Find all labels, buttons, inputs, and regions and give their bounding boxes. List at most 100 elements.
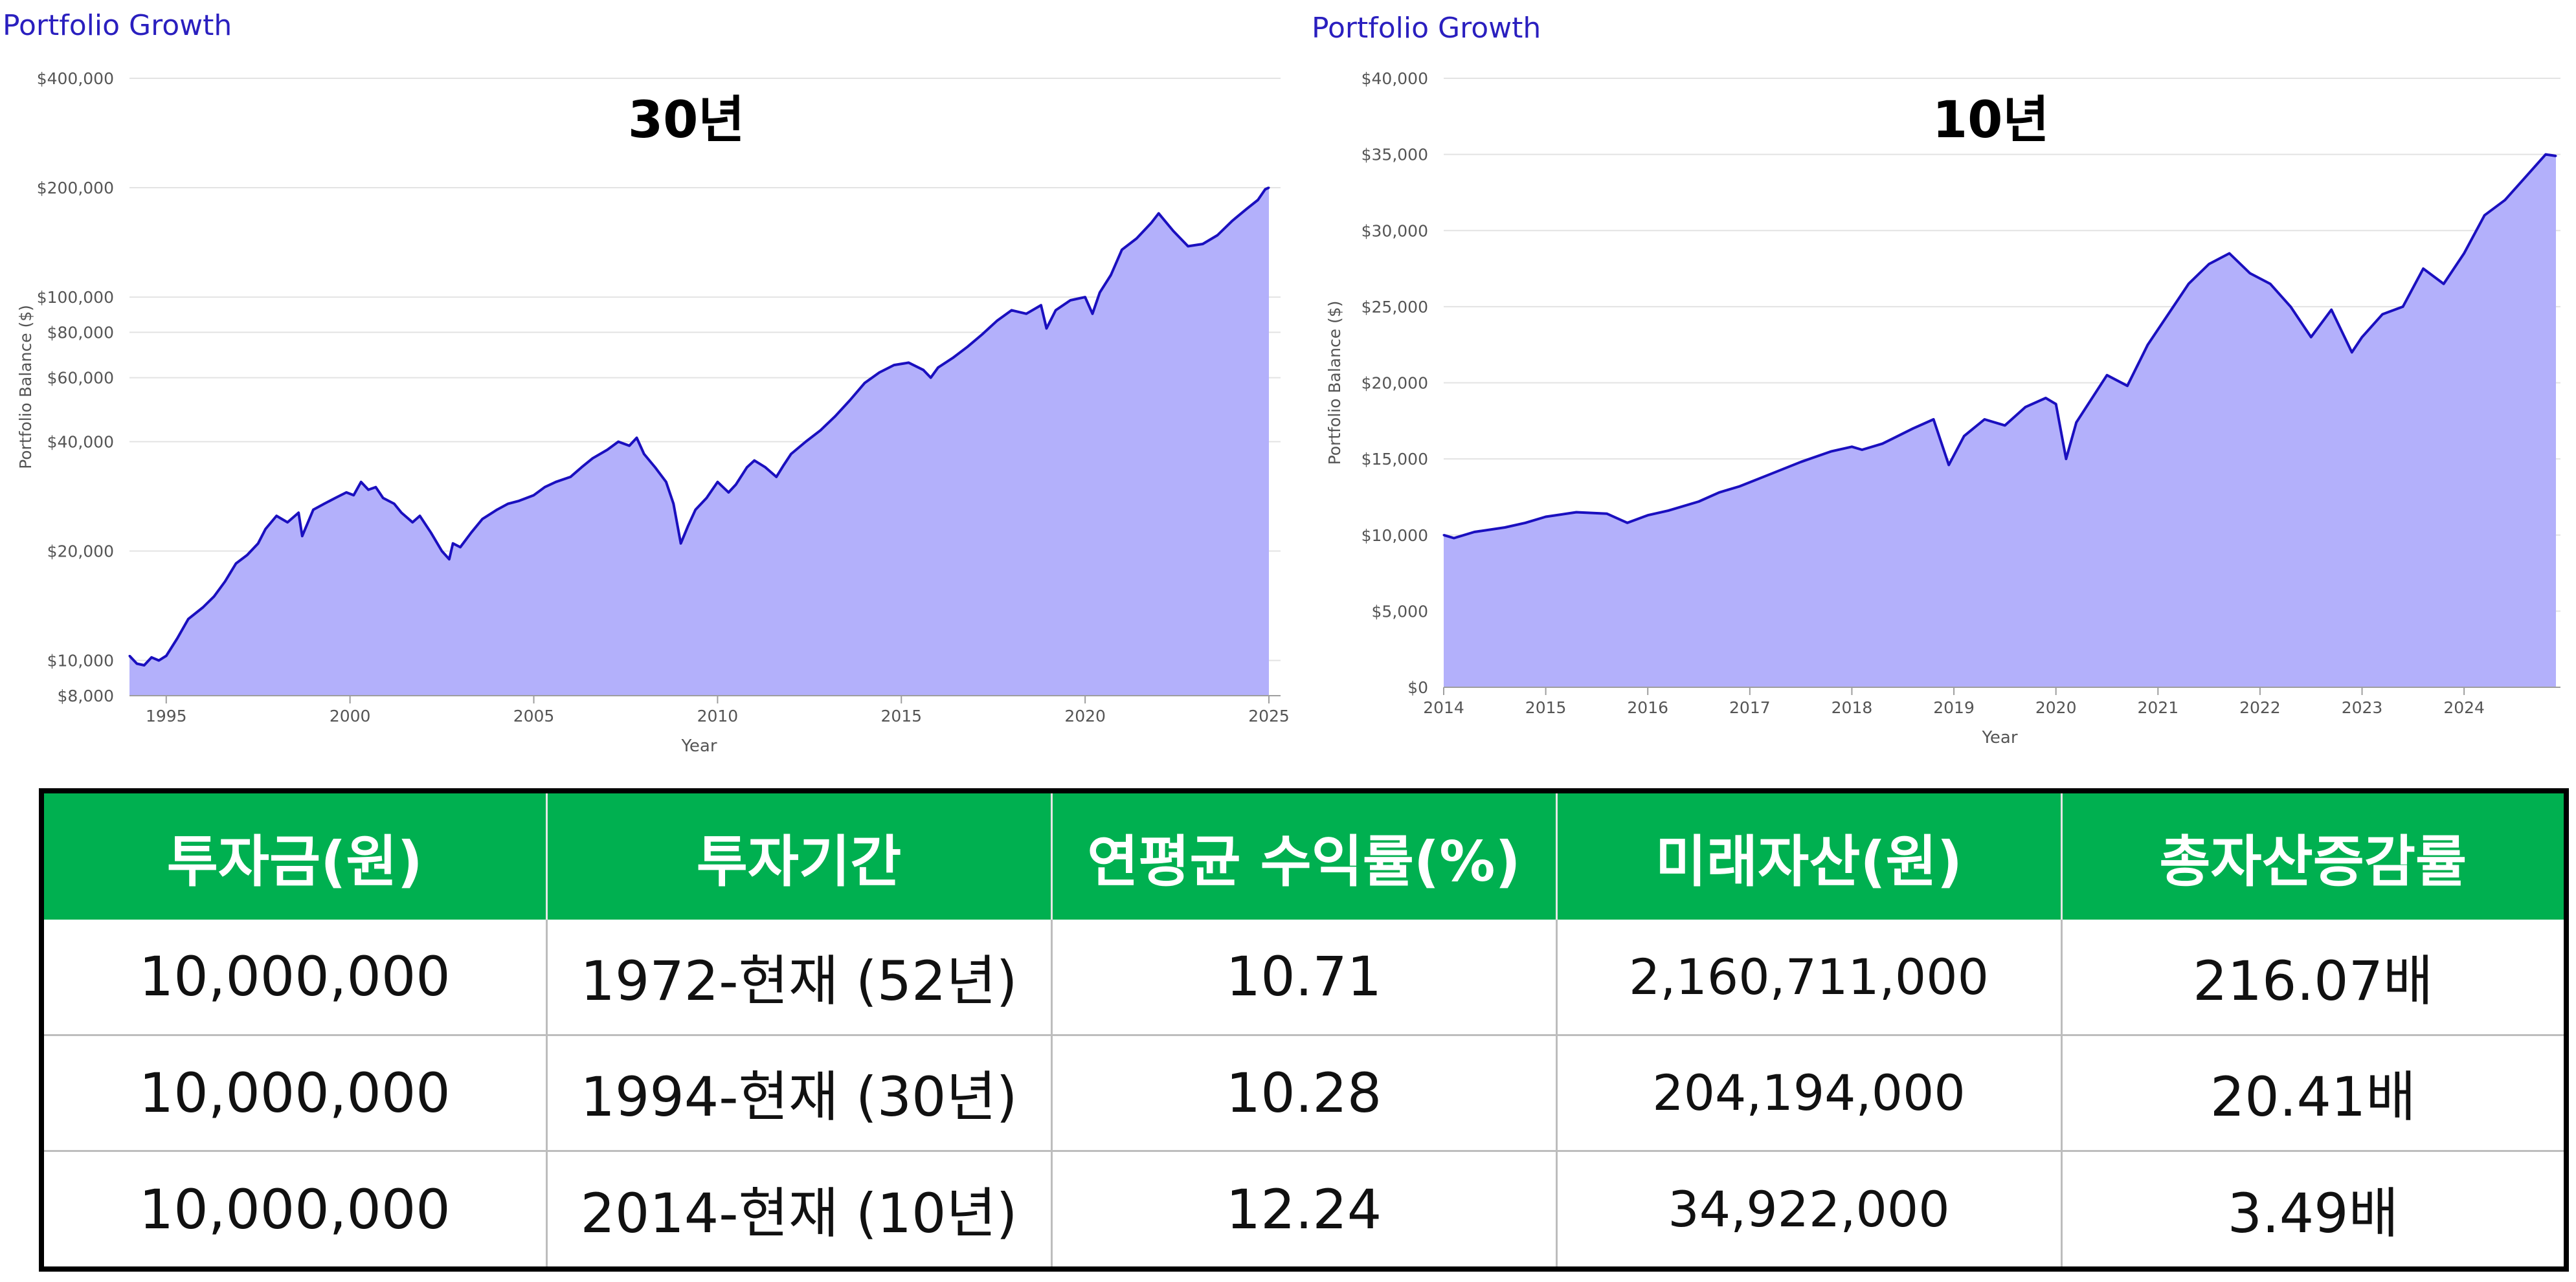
data-point [213,595,216,598]
data-point [374,486,377,489]
data-point [1667,509,1670,512]
data-point [893,364,895,366]
data-point [470,531,473,534]
data-point [257,542,260,545]
data-point [687,524,689,527]
data-point [805,441,807,443]
data-point [1084,296,1086,298]
data-point [746,466,748,469]
data-point [275,514,278,517]
data-point [544,486,546,489]
data-point [264,528,267,530]
y-tick-label: $25,000 [1361,298,1428,316]
data-point [952,357,954,359]
data-point [1504,526,1506,529]
data-point [334,497,337,499]
y-tick-label: $30,000 [1361,221,1428,240]
data-point [1473,531,1475,533]
y-tick-label: $40,000 [1361,69,1428,88]
data-point [143,664,146,667]
chart-title: 10년 [1932,91,2049,149]
y-axis-title: Portfolio Balance ($) [16,305,35,469]
data-point [1216,234,1218,236]
x-tick-label: 2019 [1933,698,1975,717]
table-header-row: 투자금(원) 투자기간 연평균 수익률(%) 미래자산(원) 총자산증감률 [41,791,2566,920]
column-header: 미래자산(원) [1556,791,2063,920]
data-point [694,509,697,511]
data-point [2126,384,2129,387]
period-cell: 1972-현재 (52년) [546,920,1053,1036]
data-point [533,494,535,496]
data-point [735,483,737,486]
y-tick-label: $10,000 [1361,526,1428,545]
y-tick-label: $40,000 [47,433,114,452]
investment-cell: 10,000,000 [41,1035,548,1153]
growth-multiple-cell: 3.49배 [2227,1182,2399,1246]
x-tick-label: 2000 [330,707,371,725]
x-axis-title: Year [680,736,717,756]
data-point [400,511,403,514]
data-point [507,502,510,505]
data-point [2544,153,2547,156]
y-tick-label: $80,000 [47,323,114,342]
growth-multiple-cell: 20.41배 [2061,1035,2566,1153]
data-point [459,546,462,548]
future-value-cell: 204,194,000 [1556,1035,2063,1153]
data-point [606,448,609,451]
data-point [1011,309,1013,311]
data-point [908,361,910,364]
data-point [1769,473,1771,476]
table-row: 10,000,000 1972-현재 (52년) 10.71 2,160,711… [41,920,2566,1036]
data-point [727,491,730,494]
data-point [1738,485,1741,487]
data-point [2381,313,2384,316]
annual-return-cell: 10.28 [1051,1035,1558,1153]
data-point [1025,313,1027,315]
data-point [580,466,583,469]
portfolio-growth-30y-panel: Portfolio Growth $8,000 $10,000 $20,000 $40… [0,0,1288,764]
period-cell: 1994-현재 (30년) [546,1035,1053,1153]
column-header: 총자산증감률 [2061,791,2566,920]
data-point [2351,351,2353,353]
data-point [922,369,924,371]
data-point [2188,283,2190,285]
data-point [246,554,249,557]
data-point [1947,464,1950,466]
data-point [165,654,168,657]
data-point [1187,245,1189,247]
x-tick-label: 2016 [1627,698,1668,717]
data-point [301,535,304,537]
data-point [312,509,315,511]
data-point [790,453,792,455]
y-tick-label: $20,000 [1361,374,1428,393]
y-tick-label: $400,000 [37,69,114,88]
data-point [2269,283,2272,285]
panel-heading: Portfolio Growth [1312,12,1541,45]
x-tick-label: 2022 [2239,698,2281,717]
y-tick-label: $8,000 [58,687,114,705]
data-point [716,481,719,483]
data-point [2208,263,2210,265]
data-point [2483,214,2486,217]
x-tick-label: 2020 [2035,698,2077,717]
data-point [518,500,521,502]
investment-cell: 10,000,000 [41,920,548,1036]
future-value-cell: 34,922,000 [1556,1151,2063,1269]
table-row: 10,000,000 1994-현재 (30년) 10.28 204,194,0… [41,1035,2566,1153]
data-point [764,466,767,469]
data-point [849,399,851,401]
data-point [783,464,785,467]
chart-title: 30년 [628,91,745,149]
column-header: 투자금(원) [41,791,548,920]
y-axis-title: Portfolio Balance ($) [1325,301,1344,465]
data-point [2044,397,2047,399]
investment-cell: 10,000,000 [41,1151,548,1269]
data-point [1932,418,1935,421]
data-point [1231,219,1233,222]
data-point [481,518,484,520]
growth-multiple-cell: 216.07배 [2061,920,2566,1036]
data-point [2167,313,2169,316]
x-tick-label: 2010 [697,707,739,725]
data-point [2503,199,2506,201]
data-point [286,521,289,524]
